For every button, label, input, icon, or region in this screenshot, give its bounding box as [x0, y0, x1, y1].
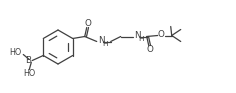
Text: N: N	[134, 31, 140, 40]
Text: N: N	[98, 36, 104, 44]
Text: H: H	[138, 36, 144, 41]
Text: O: O	[84, 19, 91, 28]
Text: O: O	[158, 30, 165, 39]
Text: HO: HO	[23, 69, 35, 78]
Text: HO: HO	[9, 48, 22, 57]
Text: O: O	[146, 45, 153, 54]
Text: B: B	[25, 56, 31, 65]
Text: H: H	[102, 40, 108, 46]
